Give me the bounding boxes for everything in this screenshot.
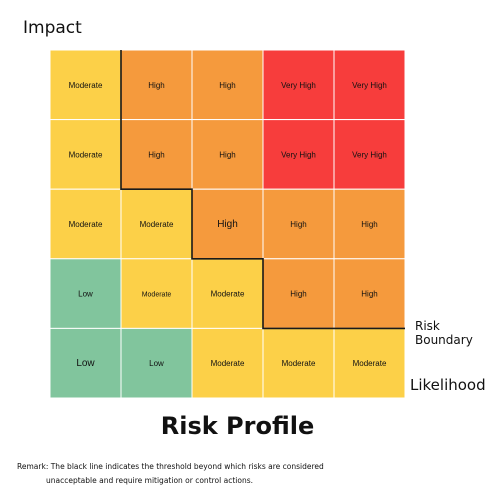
risk-cell: [333, 188, 406, 260]
risk-boundary-line: [120, 50, 405, 330]
risk-cell-label: Very High: [281, 150, 316, 159]
risk-cell-label: Moderate: [211, 359, 245, 368]
matrix-cells: [49, 49, 406, 399]
matrix-cell-labels: Moderate High High Very High Very High Modera…: [69, 81, 387, 369]
risk-cell-label: High: [148, 81, 164, 90]
risk-cell-label: Moderate: [282, 359, 316, 368]
risk-cell: [49, 119, 122, 190]
risk-cell: [333, 258, 406, 329]
risk-cell: [49, 188, 122, 260]
risk-cell-label: High: [290, 220, 306, 229]
risk-cell-label: Moderate: [211, 290, 245, 299]
risk-cell: [191, 119, 264, 190]
risk-cell-label: Moderate: [142, 292, 172, 299]
risk-cell-label: High: [148, 150, 164, 159]
risk-cell: [120, 119, 193, 190]
risk-cell-label: High: [361, 220, 377, 229]
risk-cell-label: High: [219, 81, 235, 90]
risk-cell-label: Moderate: [353, 359, 387, 368]
x-axis-label: Likelihood: [410, 376, 486, 394]
risk-cell: [333, 49, 406, 121]
risk-cell: [262, 119, 335, 190]
risk-cell: [262, 327, 335, 399]
risk-cell-label: Moderate: [69, 220, 103, 229]
risk-cell: [120, 188, 193, 260]
risk-cell: [120, 327, 193, 399]
risk-cell: [262, 188, 335, 260]
risk-cell: [191, 258, 264, 329]
risk-cell-label: Very High: [352, 150, 387, 159]
risk-cell-label: Low: [76, 358, 95, 369]
risk-cell: [191, 188, 264, 260]
risk-cell-label: Very High: [281, 81, 316, 90]
risk-cell-label: Moderate: [140, 220, 174, 229]
risk-cell-label: Low: [78, 290, 93, 299]
risk-cell-label: High: [361, 290, 377, 299]
risk-boundary-label: Risk Boundary: [415, 319, 473, 347]
risk-cell-label: Low: [149, 359, 164, 368]
risk-cell-label: High: [290, 290, 306, 299]
risk-cell-label: High: [219, 150, 235, 159]
risk-cell-label: High: [217, 219, 238, 230]
risk-cell-label: Moderate: [69, 81, 103, 90]
remark-line-1: Remark: The black line indicates the thr…: [17, 462, 324, 471]
risk-cell-label: Moderate: [69, 150, 103, 159]
risk-cell-label: Very High: [352, 81, 387, 90]
risk-cell: [262, 258, 335, 329]
remark-line-2: unacceptable and require mitigation or c…: [46, 476, 253, 485]
y-axis-label: Impact: [23, 18, 82, 38]
chart-title: Risk Profile: [160, 412, 315, 440]
